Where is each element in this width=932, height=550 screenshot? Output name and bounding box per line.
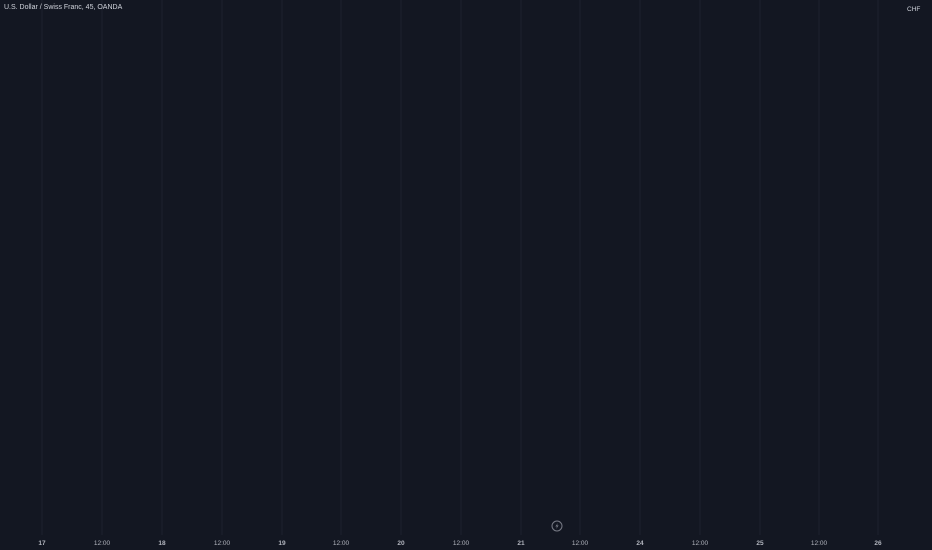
chart-title: U.S. Dollar / Swiss Franc, 45, OANDA xyxy=(4,4,123,11)
x-tick-label: 20 xyxy=(397,540,405,547)
x-tick-label: 21 xyxy=(517,540,525,547)
x-tick-label: 26 xyxy=(874,540,882,547)
x-tick-label: 12:00 xyxy=(692,540,709,547)
x-tick-label: 12:00 xyxy=(214,540,231,547)
currency-label: CHF xyxy=(907,6,920,13)
x-tick-label: 19 xyxy=(278,540,286,547)
x-tick-label: 18 xyxy=(158,540,166,547)
x-tick-label: 12:00 xyxy=(453,540,470,547)
x-tick-label: 12:00 xyxy=(333,540,350,547)
price-axis-bg xyxy=(900,0,932,550)
time-axis[interactable]: 17 12:00 18 12:00 19 12:00 20 12:00 21 12:00 24 12:… xyxy=(38,540,882,547)
x-tick-label: 12:00 xyxy=(811,540,828,547)
x-tick-label: 24 xyxy=(636,540,644,547)
lightning-icon[interactable] xyxy=(551,520,563,532)
x-tick-label: 12:00 xyxy=(572,540,589,547)
x-tick-label: 12:00 xyxy=(94,540,111,547)
x-tick-label: 25 xyxy=(756,540,764,547)
grid-lines xyxy=(41,0,879,535)
x-tick-label: 17 xyxy=(38,540,46,547)
price-axis[interactable]: CHF0.901000.900500.900000.899500.899000.… xyxy=(900,0,932,550)
